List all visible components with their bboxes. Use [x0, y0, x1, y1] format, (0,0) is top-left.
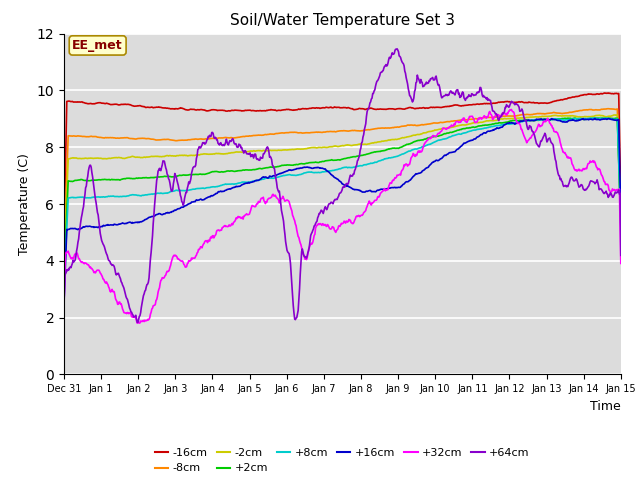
-8cm — [398, 123, 406, 129]
+64cm — [384, 60, 392, 66]
Line: +2cm: +2cm — [64, 118, 621, 277]
+16cm — [415, 170, 422, 176]
+32cm — [617, 261, 625, 266]
-8cm — [60, 252, 68, 258]
+16cm — [617, 212, 625, 218]
-8cm — [415, 122, 422, 128]
-2cm — [383, 138, 391, 144]
-16cm — [604, 90, 612, 96]
+2cm — [540, 116, 547, 122]
+32cm — [399, 167, 406, 173]
+8cm — [60, 284, 68, 289]
-8cm — [617, 216, 625, 222]
-2cm — [483, 118, 490, 124]
+32cm — [384, 187, 392, 192]
+2cm — [483, 122, 490, 128]
+32cm — [60, 300, 68, 306]
+64cm — [484, 97, 492, 103]
-16cm — [540, 100, 547, 106]
+8cm — [383, 156, 391, 161]
+64cm — [94, 212, 102, 218]
Line: -8cm: -8cm — [64, 108, 621, 255]
-16cm — [483, 101, 490, 107]
Title: Soil/Water Temperature Set 3: Soil/Water Temperature Set 3 — [230, 13, 455, 28]
Y-axis label: Temperature (C): Temperature (C) — [18, 153, 31, 255]
-8cm — [604, 106, 612, 111]
-2cm — [60, 264, 68, 270]
-2cm — [617, 220, 625, 226]
+8cm — [415, 145, 422, 151]
-16cm — [617, 196, 625, 202]
+16cm — [591, 116, 599, 121]
+2cm — [617, 222, 625, 228]
+32cm — [541, 119, 548, 124]
+16cm — [383, 186, 391, 192]
Line: +64cm: +64cm — [64, 49, 621, 323]
Legend: -16cm, -8cm, -2cm, +2cm, +8cm, +16cm, +32cm, +64cm: -16cm, -8cm, -2cm, +2cm, +8cm, +16cm, +3… — [150, 444, 534, 478]
Line: -2cm: -2cm — [64, 115, 621, 267]
+2cm — [398, 144, 406, 150]
+8cm — [591, 115, 599, 121]
+16cm — [94, 225, 102, 230]
+2cm — [383, 147, 391, 153]
+32cm — [483, 114, 491, 120]
+16cm — [483, 130, 490, 135]
+8cm — [617, 222, 625, 228]
-2cm — [398, 135, 406, 141]
+64cm — [541, 131, 548, 136]
-16cm — [60, 235, 68, 241]
+64cm — [416, 80, 424, 86]
-8cm — [94, 134, 102, 140]
-16cm — [415, 106, 422, 111]
Line: +16cm: +16cm — [64, 119, 621, 302]
+64cm — [399, 61, 407, 67]
-8cm — [483, 114, 490, 120]
-2cm — [94, 155, 102, 161]
-2cm — [611, 112, 619, 118]
+8cm — [94, 194, 102, 200]
+2cm — [593, 115, 601, 121]
+64cm — [134, 320, 141, 325]
+8cm — [483, 125, 490, 131]
+2cm — [415, 138, 422, 144]
+2cm — [94, 177, 102, 183]
-16cm — [398, 106, 406, 112]
Line: +8cm: +8cm — [64, 118, 621, 287]
+8cm — [398, 151, 406, 157]
-2cm — [540, 114, 547, 120]
+32cm — [136, 320, 143, 326]
+32cm — [94, 267, 102, 273]
+64cm — [60, 307, 68, 312]
+32cm — [415, 149, 423, 155]
-8cm — [383, 125, 391, 131]
Line: +32cm: +32cm — [64, 109, 621, 323]
-2cm — [415, 132, 422, 137]
Line: -16cm: -16cm — [64, 93, 621, 238]
-16cm — [383, 106, 391, 112]
+64cm — [393, 46, 401, 52]
+16cm — [540, 117, 547, 123]
Text: EE_met: EE_met — [72, 39, 123, 52]
X-axis label: Time: Time — [590, 400, 621, 413]
+64cm — [617, 252, 625, 258]
+16cm — [398, 183, 406, 189]
+8cm — [540, 117, 547, 122]
-16cm — [94, 100, 102, 106]
+2cm — [60, 275, 68, 280]
-8cm — [540, 111, 547, 117]
+16cm — [60, 299, 68, 305]
+32cm — [508, 107, 515, 112]
